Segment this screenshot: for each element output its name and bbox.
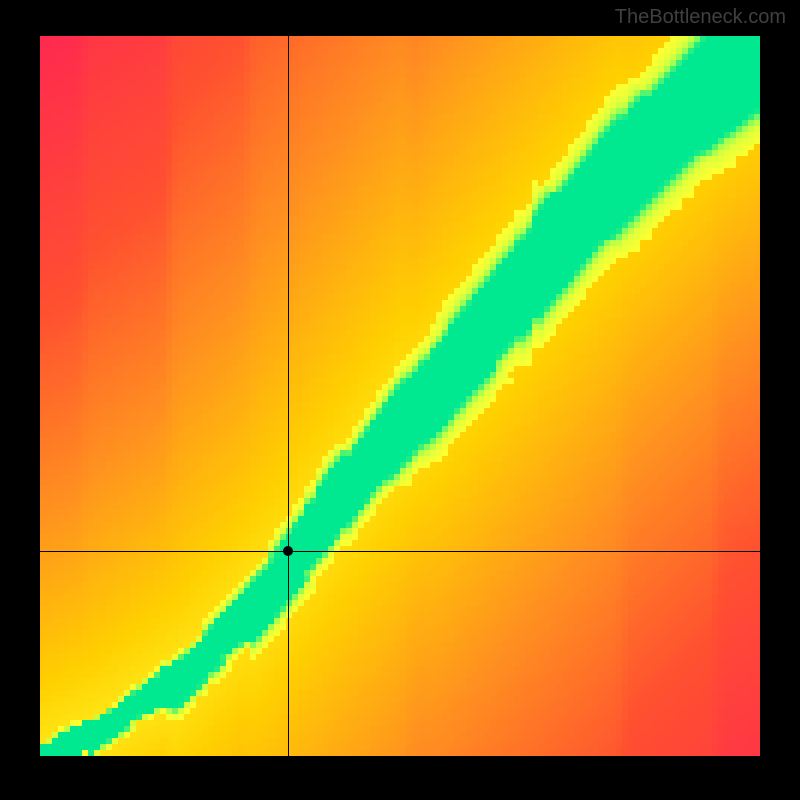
selection-marker <box>283 546 293 556</box>
bottleneck-heatmap <box>40 36 760 756</box>
plot-area <box>40 36 760 756</box>
crosshair-vertical <box>288 36 289 756</box>
crosshair-horizontal <box>40 551 760 552</box>
watermark-text: TheBottleneck.com <box>615 6 786 29</box>
